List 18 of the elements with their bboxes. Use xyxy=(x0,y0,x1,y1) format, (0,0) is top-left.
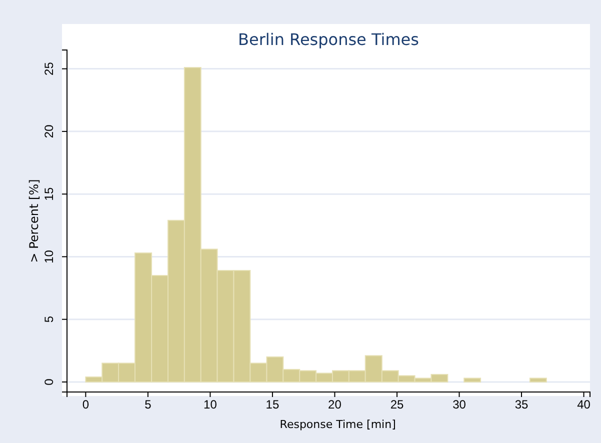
y-tick-label: 25 xyxy=(42,62,56,76)
x-tick-label: 10 xyxy=(204,398,218,412)
x-tick-label: 30 xyxy=(452,398,466,412)
chart-title: Berlin Response Times xyxy=(238,30,419,49)
y-tick-label: 5 xyxy=(42,316,56,323)
x-tick-label: 35 xyxy=(514,398,529,412)
x-tick-label: 25 xyxy=(390,398,404,412)
y-tick-label: 20 xyxy=(42,124,56,138)
x-tick-label: 0 xyxy=(82,398,90,412)
y-axis-title: > Percent [%] xyxy=(27,179,41,263)
y-tick-label: 0 xyxy=(42,378,56,386)
y-tick-label: 15 xyxy=(42,187,56,201)
x-tick-label: 15 xyxy=(266,398,280,412)
y-tick-label: 10 xyxy=(42,250,56,264)
x-tick-label: 20 xyxy=(328,398,342,412)
x-tick-label: 5 xyxy=(144,398,152,412)
x-tick-label: 40 xyxy=(577,398,591,412)
x-axis-title: Response Time [min] xyxy=(280,418,396,431)
